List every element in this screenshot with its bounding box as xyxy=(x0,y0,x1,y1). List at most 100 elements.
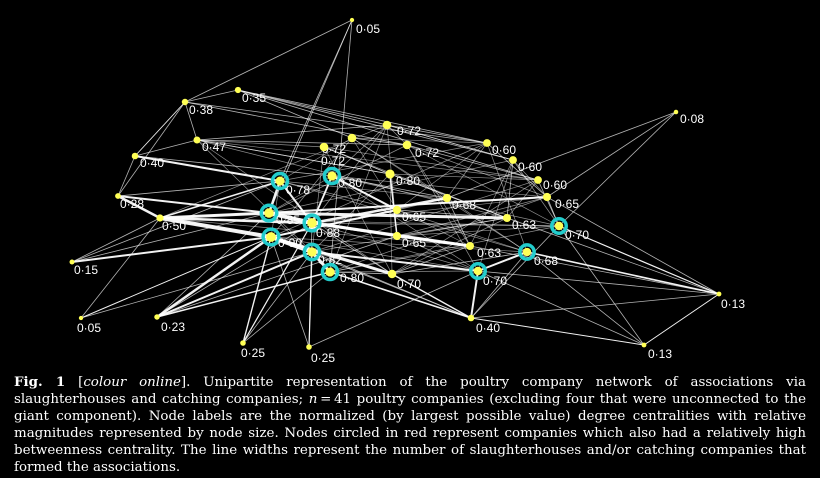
network-edge xyxy=(242,271,331,344)
network-edge xyxy=(391,251,528,275)
node-dot xyxy=(387,269,397,279)
node-dot xyxy=(240,340,246,346)
network-edge xyxy=(396,225,560,237)
network-edge xyxy=(311,173,391,253)
network-edge xyxy=(477,159,514,272)
network-node: 0·05 xyxy=(77,315,101,335)
node-label: 0·13 xyxy=(648,347,672,361)
node-dot xyxy=(467,314,475,322)
betweenness-ring xyxy=(469,262,487,280)
network-node: 0·80 xyxy=(320,262,364,285)
network-edge xyxy=(184,89,239,103)
network-edge xyxy=(117,195,270,214)
node-label: 0·90 xyxy=(278,236,302,250)
node-label: 0·47 xyxy=(202,140,226,154)
network-edge xyxy=(117,101,186,197)
network-edge xyxy=(311,124,388,224)
node-dot xyxy=(154,314,160,320)
network-edge xyxy=(512,159,548,198)
betweenness-ring xyxy=(261,227,281,247)
network-edge xyxy=(268,196,548,214)
network-edge xyxy=(270,235,393,276)
caption-open-bracket: [ xyxy=(65,375,84,390)
network-edge xyxy=(270,236,310,348)
node-label: 0·72 xyxy=(321,154,345,168)
betweenness-ring xyxy=(302,213,322,233)
node-label: 0·05 xyxy=(356,22,380,36)
network-node: 0·50 xyxy=(156,214,186,233)
network-node: 0·25 xyxy=(306,344,335,365)
node-label: 0·05 xyxy=(77,321,101,335)
network-edge xyxy=(134,155,281,182)
network-node: 0·13 xyxy=(641,342,672,361)
network-edge xyxy=(558,225,645,346)
network-edge xyxy=(156,222,313,318)
network-node: 0·72 xyxy=(382,120,421,138)
network-edge xyxy=(331,175,398,211)
network-edge xyxy=(156,235,272,319)
network-edge xyxy=(242,222,313,344)
network-node: 0·28 xyxy=(115,193,144,211)
network-edge xyxy=(279,180,398,211)
node-label: 0·60 xyxy=(543,178,567,192)
network-edge xyxy=(469,159,514,247)
node-dot xyxy=(193,136,201,144)
network-edge xyxy=(242,251,313,344)
network-edge xyxy=(329,271,393,275)
node-label: 0·72 xyxy=(415,146,439,160)
figure-caption: Fig. 1 [colour online]. Unipartite repre… xyxy=(14,374,806,476)
network-edge xyxy=(506,159,514,219)
network-edge xyxy=(389,173,539,181)
network-edge xyxy=(446,197,471,247)
node-label: 0·60 xyxy=(492,143,516,157)
node-dot xyxy=(641,342,647,348)
network-edge xyxy=(156,251,313,318)
network-node: 0·65 xyxy=(542,192,579,211)
network-node: 0·90 xyxy=(261,227,302,250)
network-node: 0·60 xyxy=(509,156,542,174)
node-dot xyxy=(78,315,84,321)
node-dot xyxy=(534,176,542,184)
node-dot xyxy=(465,241,475,251)
network-edge xyxy=(469,245,720,295)
network-edge xyxy=(117,180,281,197)
node-dot xyxy=(347,133,357,143)
node-dot xyxy=(181,98,189,106)
betweenness-ring xyxy=(322,166,342,186)
node-label: 0·85 xyxy=(276,213,300,227)
network-node: 0·72 xyxy=(402,140,439,160)
network-edge xyxy=(391,179,539,275)
node-dot xyxy=(275,176,285,186)
node-dot xyxy=(473,266,483,276)
network-edge xyxy=(311,222,393,275)
caption-body-1: ]. Unipartite representation of the poul… xyxy=(14,375,806,407)
node-dot xyxy=(542,192,552,202)
network-edge xyxy=(80,236,272,319)
network-edge xyxy=(156,212,270,318)
node-dot xyxy=(306,344,312,350)
network-edge xyxy=(391,273,472,319)
caption-colour-note: colour online xyxy=(83,375,181,390)
network-node: 0·65 xyxy=(392,231,426,250)
network-edge xyxy=(391,245,471,275)
network-edge xyxy=(406,144,560,227)
network-edge xyxy=(446,111,677,199)
betweenness-ring xyxy=(550,217,568,235)
node-dot xyxy=(716,291,722,297)
network-edge xyxy=(477,270,720,295)
network-edge xyxy=(159,216,313,225)
node-label: 0·65 xyxy=(555,197,579,211)
node-dot xyxy=(392,205,402,215)
network-edge xyxy=(331,175,548,198)
node-label: 0·80 xyxy=(396,174,420,188)
node-label: 0·70 xyxy=(565,228,589,242)
network-edge xyxy=(486,142,548,198)
network-edge xyxy=(386,124,514,161)
network-edge xyxy=(311,222,479,272)
network-node: 0·63 xyxy=(465,241,501,260)
network-node: 0·40 xyxy=(131,152,164,170)
network-edge xyxy=(643,293,720,346)
network-edge xyxy=(331,175,479,272)
betweenness-ring xyxy=(518,243,536,261)
node-dot xyxy=(392,231,402,241)
